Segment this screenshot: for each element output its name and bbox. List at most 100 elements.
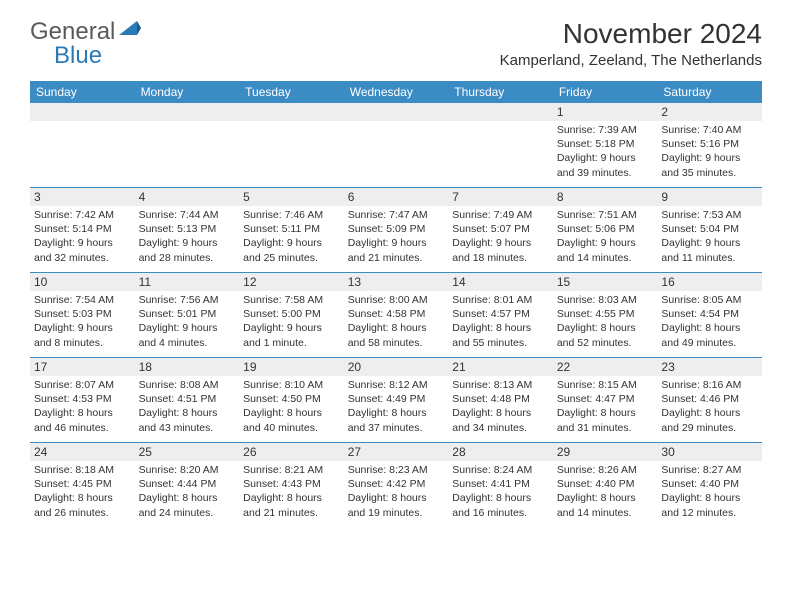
daylight-line: Daylight: 8 hours and 37 minutes. — [348, 406, 445, 434]
calendar-day: 25Sunrise: 8:20 AMSunset: 4:44 PMDayligh… — [135, 443, 240, 527]
daylight-line: Daylight: 8 hours and 16 minutes. — [452, 491, 549, 519]
sunset-line: Sunset: 5:13 PM — [139, 222, 236, 236]
calendar-day: 19Sunrise: 8:10 AMSunset: 4:50 PMDayligh… — [239, 358, 344, 442]
calendar-day — [344, 103, 449, 187]
day-number: 4 — [135, 188, 240, 206]
daylight-line: Daylight: 8 hours and 12 minutes. — [661, 491, 758, 519]
sunset-line: Sunset: 5:16 PM — [661, 137, 758, 151]
daylight-line: Daylight: 9 hours and 18 minutes. — [452, 236, 549, 264]
sunset-line: Sunset: 5:06 PM — [557, 222, 654, 236]
daylight-line: Daylight: 9 hours and 1 minute. — [243, 321, 340, 349]
day-number: 24 — [30, 443, 135, 461]
daylight-line: Daylight: 8 hours and 52 minutes. — [557, 321, 654, 349]
sunrise-line: Sunrise: 8:15 AM — [557, 378, 654, 392]
daylight-line: Daylight: 8 hours and 46 minutes. — [34, 406, 131, 434]
calendar-day — [448, 103, 553, 187]
weekday-header: Saturday — [657, 81, 762, 103]
weekday-header: Monday — [135, 81, 240, 103]
daylight-line: Daylight: 8 hours and 43 minutes. — [139, 406, 236, 434]
sunrise-line: Sunrise: 7:44 AM — [139, 208, 236, 222]
daylight-line: Daylight: 9 hours and 32 minutes. — [34, 236, 131, 264]
calendar-day: 24Sunrise: 8:18 AMSunset: 4:45 PMDayligh… — [30, 443, 135, 527]
sunset-line: Sunset: 4:42 PM — [348, 477, 445, 491]
day-number — [239, 103, 344, 121]
day-number: 12 — [239, 273, 344, 291]
calendar-day: 12 Sunrise: 7:58 AMSunset: 5:00 PMDayligh… — [239, 273, 344, 357]
sunset-line: Sunset: 4:46 PM — [661, 392, 758, 406]
calendar-day: 13Sunrise: 8:00 AMSunset: 4:58 PMDayligh… — [344, 273, 449, 357]
daylight-line: Daylight: 9 hours and 21 minutes. — [348, 236, 445, 264]
sunrise-line: Sunrise: 8:08 AM — [139, 378, 236, 392]
sunrise-line: Sunrise: 7:58 AM — [243, 293, 340, 307]
title-block: November 2024 Kamperland, Zeeland, The N… — [500, 18, 762, 69]
sunrise-line: Sunrise: 8:03 AM — [557, 293, 654, 307]
sunset-line: Sunset: 4:58 PM — [348, 307, 445, 321]
calendar-day: 14Sunrise: 8:01 AMSunset: 4:57 PMDayligh… — [448, 273, 553, 357]
calendar-day: 27Sunrise: 8:23 AMSunset: 4:42 PMDayligh… — [344, 443, 449, 527]
sunset-line: Sunset: 5:03 PM — [34, 307, 131, 321]
sunset-line: Sunset: 5:04 PM — [661, 222, 758, 236]
sunset-line: Sunset: 4:47 PM — [557, 392, 654, 406]
day-number: 15 — [553, 273, 658, 291]
calendar-week: 10Sunrise: 7:54 AMSunset: 5:03 PMDayligh… — [30, 272, 762, 357]
day-number: 22 — [553, 358, 658, 376]
sunset-line: Sunset: 4:43 PM — [243, 477, 340, 491]
logo-text-blue: Blue — [54, 42, 102, 70]
calendar-day: 3Sunrise: 7:42 AMSunset: 5:14 PMDaylight… — [30, 188, 135, 272]
weekday-header-row: SundayMondayTuesdayWednesdayThursdayFrid… — [30, 81, 762, 103]
daylight-line: Daylight: 8 hours and 26 minutes. — [34, 491, 131, 519]
sunset-line: Sunset: 5:11 PM — [243, 222, 340, 236]
sunset-line: Sunset: 5:00 PM — [243, 307, 340, 321]
calendar-day: 8Sunrise: 7:51 AMSunset: 5:06 PMDaylight… — [553, 188, 658, 272]
sunset-line: Sunset: 5:18 PM — [557, 137, 654, 151]
day-number: 3 — [30, 188, 135, 206]
sunset-line: Sunset: 4:54 PM — [661, 307, 758, 321]
sunrise-line: Sunrise: 8:10 AM — [243, 378, 340, 392]
calendar-day: 1Sunrise: 7:39 AMSunset: 5:18 PMDaylight… — [553, 103, 658, 187]
daylight-line: Daylight: 9 hours and 14 minutes. — [557, 236, 654, 264]
calendar-day: 11Sunrise: 7:56 AMSunset: 5:01 PMDayligh… — [135, 273, 240, 357]
sunset-line: Sunset: 4:57 PM — [452, 307, 549, 321]
sunrise-line: Sunrise: 7:47 AM — [348, 208, 445, 222]
sunrise-line: Sunrise: 8:24 AM — [452, 463, 549, 477]
day-number — [448, 103, 553, 121]
sunset-line: Sunset: 4:55 PM — [557, 307, 654, 321]
calendar-day: 30Sunrise: 8:27 AMSunset: 4:40 PMDayligh… — [657, 443, 762, 527]
daylight-line: Daylight: 9 hours and 11 minutes. — [661, 236, 758, 264]
sunrise-line: Sunrise: 7:51 AM — [557, 208, 654, 222]
sunrise-line: Sunrise: 7:49 AM — [452, 208, 549, 222]
day-number: 21 — [448, 358, 553, 376]
calendar-day: 21Sunrise: 8:13 AMSunset: 4:48 PMDayligh… — [448, 358, 553, 442]
daylight-line: Daylight: 8 hours and 58 minutes. — [348, 321, 445, 349]
sunrise-line: Sunrise: 8:26 AM — [557, 463, 654, 477]
calendar-day: 7Sunrise: 7:49 AMSunset: 5:07 PMDaylight… — [448, 188, 553, 272]
daylight-line: Daylight: 8 hours and 29 minutes. — [661, 406, 758, 434]
daylight-line: Daylight: 9 hours and 8 minutes. — [34, 321, 131, 349]
day-number: 1 — [553, 103, 658, 121]
day-number: 14 — [448, 273, 553, 291]
calendar-day: 22Sunrise: 8:15 AMSunset: 4:47 PMDayligh… — [553, 358, 658, 442]
day-number: 26 — [239, 443, 344, 461]
weekday-header: Tuesday — [239, 81, 344, 103]
day-number: 23 — [657, 358, 762, 376]
day-number: 10 — [30, 273, 135, 291]
sunrise-line: Sunrise: 8:05 AM — [661, 293, 758, 307]
weekday-header: Thursday — [448, 81, 553, 103]
calendar-day: 23Sunrise: 8:16 AMSunset: 4:46 PMDayligh… — [657, 358, 762, 442]
day-number: 27 — [344, 443, 449, 461]
day-number: 28 — [448, 443, 553, 461]
day-number: 17 — [30, 358, 135, 376]
weekday-header: Sunday — [30, 81, 135, 103]
calendar-day: 6Sunrise: 7:47 AMSunset: 5:09 PMDaylight… — [344, 188, 449, 272]
day-number: 6 — [344, 188, 449, 206]
calendar-week: 1Sunrise: 7:39 AMSunset: 5:18 PMDaylight… — [30, 103, 762, 187]
page-title: November 2024 — [500, 18, 762, 50]
sunrise-line: Sunrise: 8:01 AM — [452, 293, 549, 307]
calendar-day: 5Sunrise: 7:46 AMSunset: 5:11 PMDaylight… — [239, 188, 344, 272]
day-number: 7 — [448, 188, 553, 206]
daylight-line: Daylight: 8 hours and 21 minutes. — [243, 491, 340, 519]
calendar-day: 10Sunrise: 7:54 AMSunset: 5:03 PMDayligh… — [30, 273, 135, 357]
weekday-header: Wednesday — [344, 81, 449, 103]
sunrise-line: Sunrise: 7:46 AM — [243, 208, 340, 222]
header: General Blue November 2024 Kamperland, Z… — [0, 0, 792, 75]
